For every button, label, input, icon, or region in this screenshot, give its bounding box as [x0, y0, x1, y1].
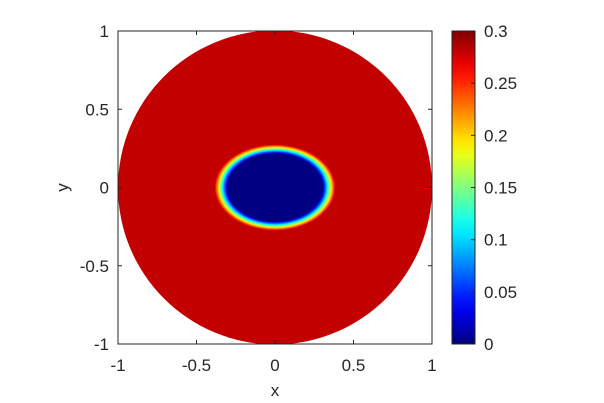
x-axis: -1 -0.5 0 0.5 1 x [110, 31, 437, 400]
y-tick-label-1: -0.5 [80, 257, 109, 276]
x-tick-label-2: 0 [270, 356, 279, 375]
x-tick-label-4: 1 [427, 356, 436, 375]
colorbar-tick-label-6: 0.3 [484, 22, 508, 41]
colorbar-tick-label-2: 0.1 [484, 231, 508, 250]
y-tick-label-3: 0.5 [85, 100, 109, 119]
colorbar-gradient [452, 31, 475, 344]
y-axis: -1 -0.5 0 0.5 1 y [53, 22, 432, 354]
y-tick-label-2: 0 [100, 179, 109, 198]
x-tick-label-1: -0.5 [182, 356, 211, 375]
inclusion-region [214, 144, 336, 231]
colorbar-tick-label-4: 0.2 [484, 126, 508, 145]
y-axis-title: y [53, 183, 72, 192]
colorbar-tick-label-1: 0.05 [484, 283, 517, 302]
x-axis-title: x [271, 381, 280, 400]
x-tick-label-0: -1 [110, 356, 125, 375]
colorbar-tick-label-0: 0 [484, 335, 493, 354]
x-tick-label-3: 0.5 [342, 356, 366, 375]
y-tick-label-0: -1 [94, 335, 109, 354]
colorbar-tick-label-5: 0.25 [484, 74, 517, 93]
colorbar-tick-label-3: 0.15 [484, 179, 517, 198]
plot-area [117, 30, 433, 345]
colorbar-frame [451, 30, 476, 345]
y-tick-label-4: 1 [100, 22, 109, 41]
colorbar: 0 0.05 0.1 0.15 0.2 0.25 0.3 [451, 22, 517, 354]
